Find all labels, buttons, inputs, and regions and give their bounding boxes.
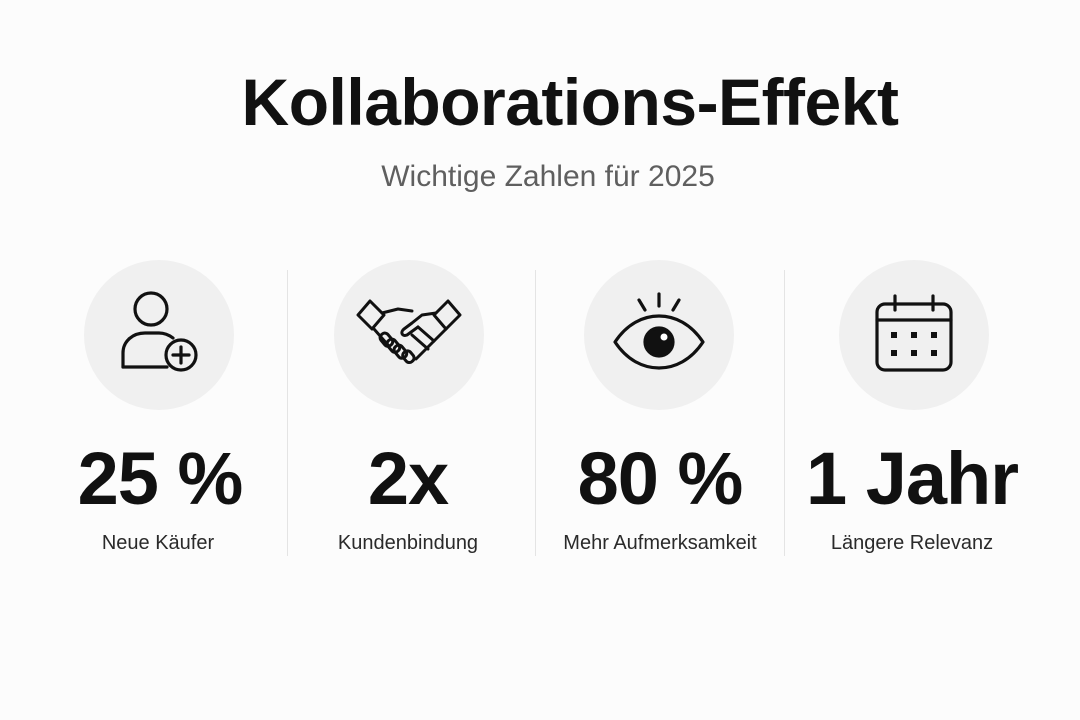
stat-label: Längere Relevanz	[830, 532, 994, 554]
stat-value: 2x	[367, 437, 449, 520]
stat-value: 1 Jahr	[805, 437, 1019, 520]
page-title: Kollaborations-Effekt	[241, 65, 899, 139]
icon-circle	[334, 260, 484, 410]
user-plus-icon	[111, 287, 207, 383]
stat-attention: 80 % Mehr Aufmerksamkeit	[0, 0, 757, 720]
stat-label: Mehr Aufmerksamkeit	[563, 532, 757, 554]
icon-circle	[84, 260, 234, 410]
icon-circle	[839, 260, 989, 410]
stat-retention: 2x Kundenbindung	[0, 0, 484, 720]
column-divider	[287, 270, 288, 556]
stat-value: 25 %	[77, 437, 244, 520]
stat-value: 80 %	[577, 437, 744, 520]
icon-circle	[584, 260, 734, 410]
stat-label: Neue Käufer	[101, 532, 215, 554]
column-divider	[784, 270, 785, 556]
stat-new-buyers: 25 % Neue Käufer	[0, 0, 243, 720]
eye-icon	[609, 290, 709, 380]
page-subtitle: Wichtige Zahlen für 2025	[381, 160, 715, 193]
calendar-icon	[869, 290, 959, 380]
stat-label: Kundenbindung	[337, 532, 479, 554]
column-divider	[535, 270, 536, 556]
stat-relevance: 1 Jahr Längere Relevanz	[0, 0, 1019, 720]
handshake-icon	[354, 295, 464, 375]
